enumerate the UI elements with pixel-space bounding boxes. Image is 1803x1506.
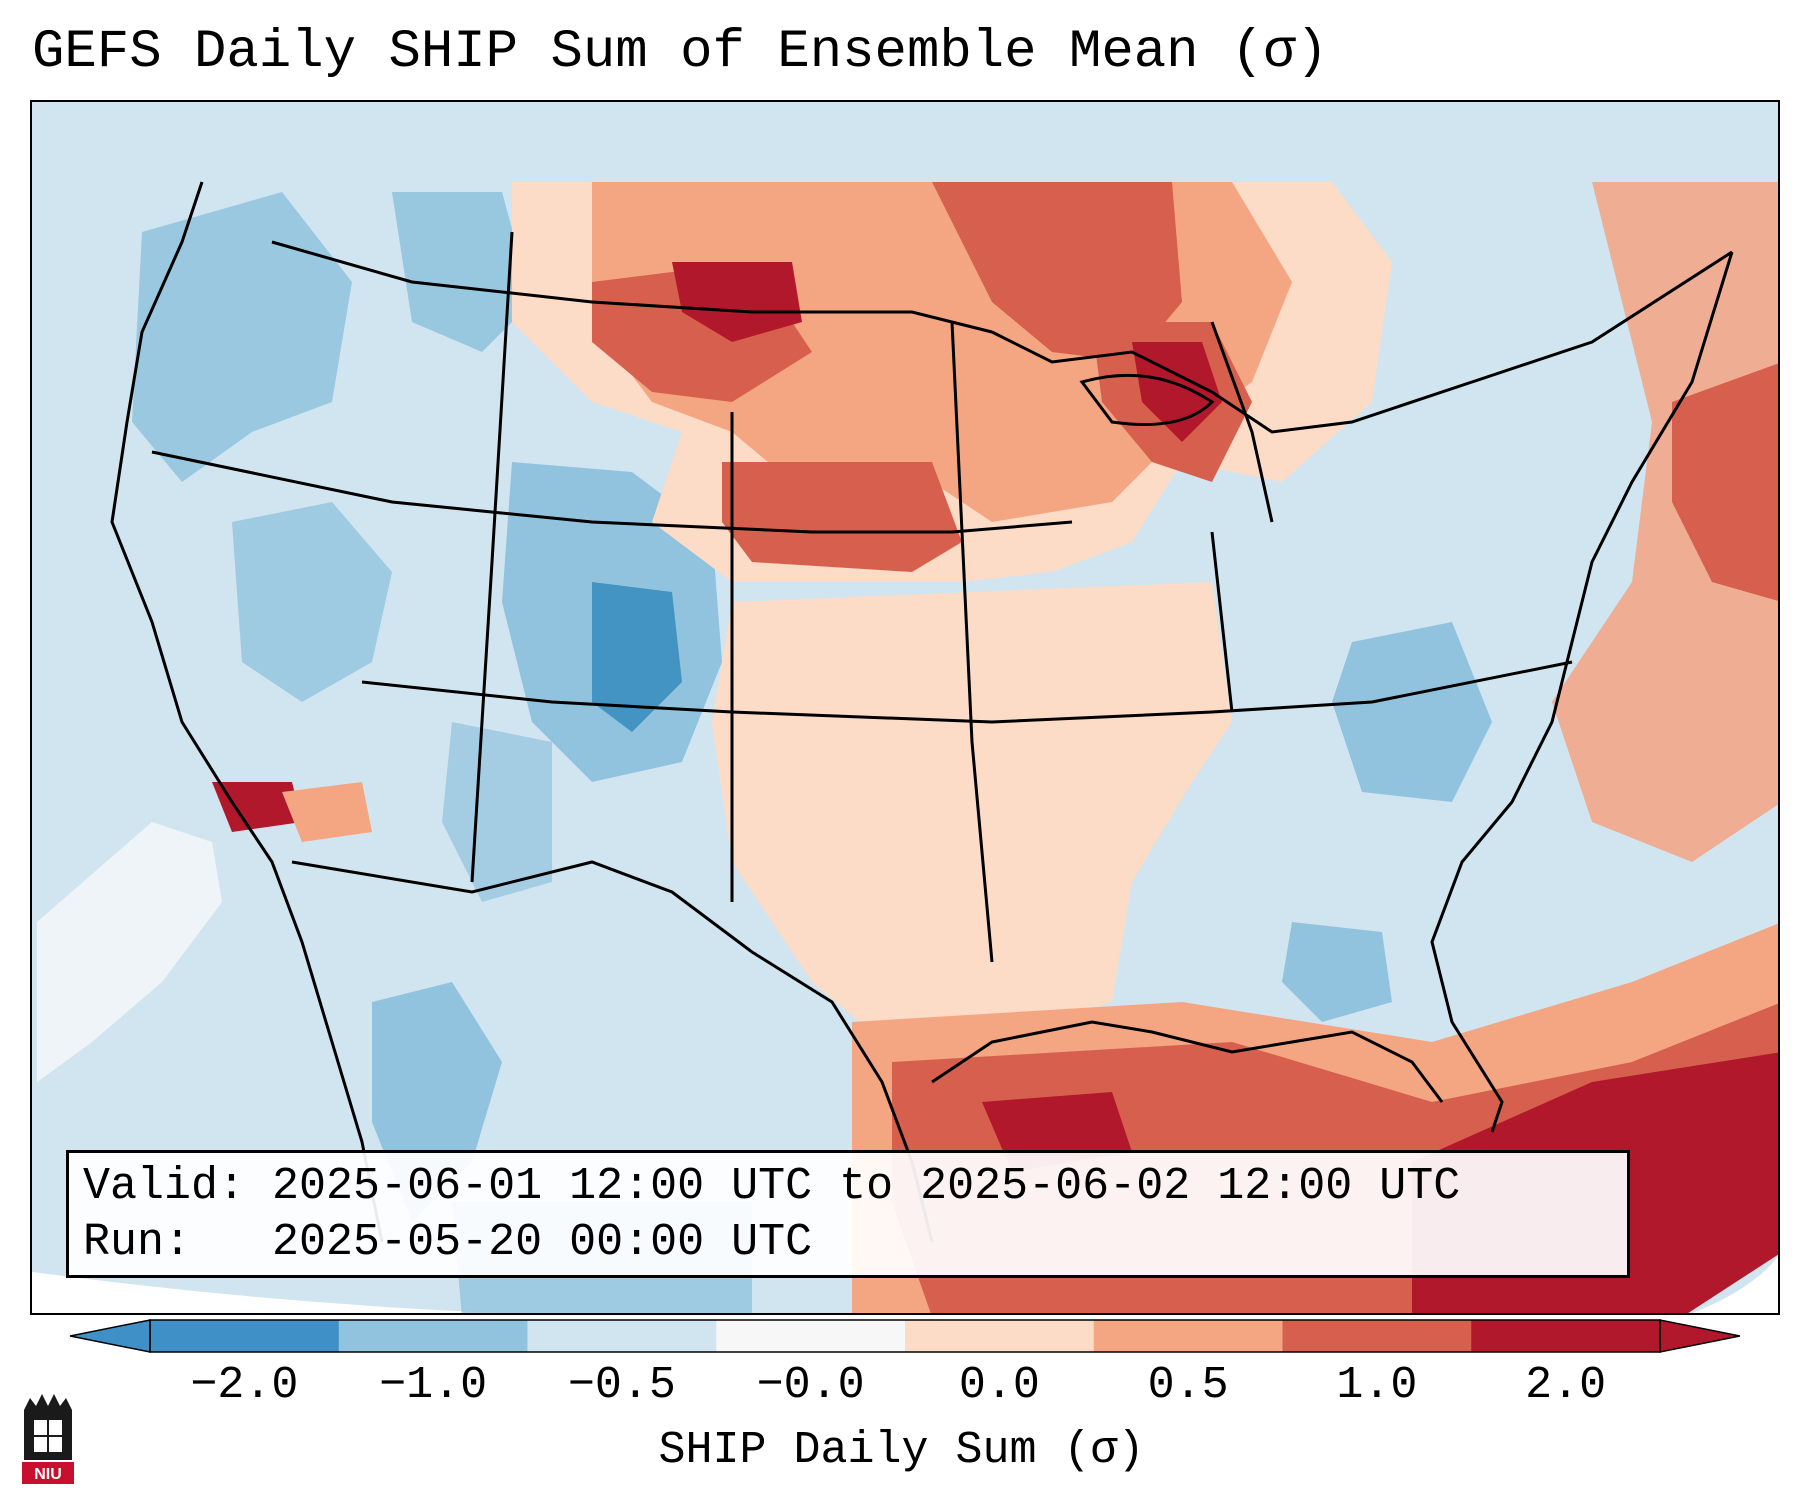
run-label: Run: <box>83 1217 192 1268</box>
colorbar-tick-label: 1.0 <box>1336 1360 1418 1411</box>
colorbar-outline <box>149 1319 1661 1353</box>
colorbar-segment <box>338 1320 528 1352</box>
valid-label: Valid: <box>83 1161 246 1212</box>
anomaly-map <box>32 102 1778 1313</box>
gulf-coastline <box>931 1020 1444 1103</box>
us-canada-border-east <box>991 250 1733 434</box>
state-line-5 <box>950 321 994 963</box>
strong-positive-area-socal <box>212 782 302 832</box>
atlantic-coastline <box>1430 251 1734 1133</box>
strong-negative-area-colorado <box>592 582 682 732</box>
colorbar-tick-label: −2.0 <box>190 1360 299 1411</box>
off-projection-area <box>1692 1256 1778 1313</box>
colorbar-segment <box>1093 1320 1283 1352</box>
logo-text: NIU <box>34 1466 62 1483</box>
colorbar-segment <box>527 1320 717 1352</box>
mild-positive-area-atlantic <box>1552 182 1778 862</box>
slight-positive-area-plains <box>712 582 1232 1042</box>
mild-positive-area-socal <box>282 782 372 842</box>
colorbar-tick-label: 2.0 <box>1525 1360 1607 1411</box>
map-panel[interactable] <box>30 100 1780 1315</box>
colorbar-segment <box>716 1320 906 1352</box>
negative-area-nevada <box>232 502 392 702</box>
colorbar-tick-label: −0.0 <box>756 1360 865 1411</box>
colorbar-segment <box>1471 1320 1661 1352</box>
state-line-1 <box>151 450 1073 534</box>
colorbar-label: SHIP Daily Sum (σ) <box>658 1425 1145 1476</box>
lake-michigan-outline <box>1210 321 1274 523</box>
niu-logo: NIU <box>22 1394 74 1484</box>
off-projection-area <box>32 1272 498 1313</box>
colorbar-segment <box>150 1320 340 1352</box>
colorbar <box>70 1319 1740 1353</box>
positive-area-ontario <box>932 182 1182 362</box>
colorbar-tick-label: −1.0 <box>379 1360 488 1411</box>
lake-superior-outline <box>1079 373 1215 426</box>
negative-area-idaho <box>392 192 532 352</box>
strong-positive-area-lake-superior <box>1132 342 1222 442</box>
colorbar-extend-low <box>70 1319 151 1353</box>
state-line-3 <box>1210 531 1234 713</box>
state-line-6 <box>470 231 514 883</box>
us-canada-border <box>271 240 993 334</box>
negative-area-pacific-nw <box>132 192 352 482</box>
valid-run-info-box: Valid: 2025-06-01 12:00 UTC to 2025-06-0… <box>66 1150 1630 1278</box>
colorbar-tick-label: −0.5 <box>567 1360 676 1411</box>
boundaries <box>110 181 1734 1243</box>
run-value: 2025-05-20 00:00 UTC <box>272 1217 813 1268</box>
ocean-near-neutral <box>37 822 222 1082</box>
colorbar-segment <box>1282 1320 1472 1352</box>
positive-area-new-england <box>1672 363 1778 601</box>
pacific-coastline <box>110 181 384 1243</box>
valid-value: 2025-06-01 12:00 UTC to 2025-06-02 12:00… <box>272 1161 1461 1212</box>
negative-area-arizona <box>442 722 552 902</box>
colorbar-segment <box>905 1320 1095 1352</box>
positive-area-nebraska <box>722 462 962 572</box>
strong-positive-area-montana <box>672 262 802 342</box>
negative-area-georgia <box>1282 922 1392 1022</box>
state-line-2 <box>361 660 1573 724</box>
map-title: GEFS Daily SHIP Sum of Ensemble Mean (σ) <box>32 22 1329 83</box>
negative-area-appalachia <box>1332 622 1492 802</box>
colorbar-tick-label: 0.0 <box>958 1360 1040 1411</box>
us-mexico-border <box>291 860 934 1243</box>
colorbar-extend-high <box>1659 1319 1740 1353</box>
colorbar-tick-label: 0.5 <box>1147 1360 1229 1411</box>
